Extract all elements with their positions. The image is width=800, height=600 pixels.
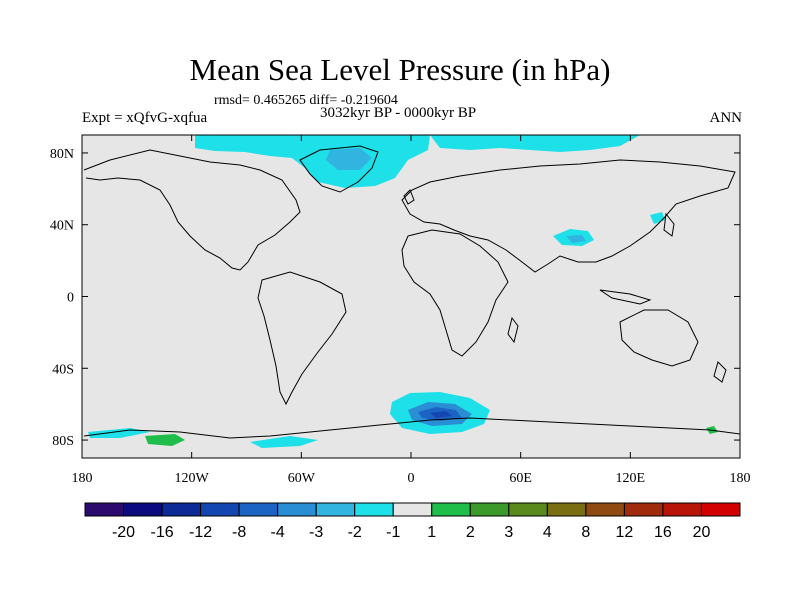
coast-new-zealand xyxy=(713,361,727,383)
colorbar-swatch xyxy=(277,502,317,517)
colorbar-swatch xyxy=(84,502,125,517)
colorbar-label: -2 xyxy=(348,524,362,541)
y-tick-label: 80N xyxy=(50,147,74,162)
y-tick-label: 0 xyxy=(67,291,74,306)
y-axis: 80N 40N 0 40S 80S xyxy=(50,147,740,449)
colorbar-swatch xyxy=(392,502,433,517)
x-tick-label: 120W xyxy=(175,471,210,486)
colorbar-label: -12 xyxy=(189,524,212,541)
x-tick-label: 120E xyxy=(616,471,646,486)
chart-period: 3032kyr BP - 0000kyr BP xyxy=(320,105,477,121)
coast-indonesia xyxy=(599,289,652,305)
colorbar-label: -4 xyxy=(271,524,285,541)
y-tick-label: 80S xyxy=(52,434,74,449)
anomaly-arctic-greenland xyxy=(195,135,430,188)
anomaly-antarctic-positive xyxy=(145,434,185,446)
coast-africa xyxy=(401,229,509,357)
colorbar-swatch xyxy=(161,502,202,517)
season-label: ANN xyxy=(709,110,743,126)
colorbar-swatch xyxy=(238,502,279,517)
colorbar-label: 1 xyxy=(427,524,436,541)
coast-europe-asia xyxy=(401,159,736,273)
anomaly-antarctic-west xyxy=(250,436,318,448)
colorbar-swatch xyxy=(508,502,548,517)
coast-japan xyxy=(663,212,675,237)
colorbar-swatch xyxy=(469,502,510,517)
coast-greenland xyxy=(299,145,379,193)
anomaly-southern-ocean-core xyxy=(430,411,452,418)
colorbar-swatch xyxy=(700,502,741,517)
colorbar-swatch xyxy=(315,502,356,517)
colorbar-swatch xyxy=(200,502,240,517)
coast-north-america xyxy=(83,149,301,271)
x-tick-label: 60E xyxy=(509,471,532,486)
anomaly-fields xyxy=(88,135,718,448)
colorbar-label: 2 xyxy=(466,524,475,541)
colorbar-label: -20 xyxy=(112,524,135,541)
chart-title: Mean Sea Level Pressure (in hPa) xyxy=(189,52,611,87)
anomaly-arctic-siberia xyxy=(430,135,640,152)
chart-stats: rmsd= 0.465265 diff= -0.219604 xyxy=(214,93,398,108)
colorbar-swatch xyxy=(123,502,163,517)
coast-australia xyxy=(619,309,699,367)
x-tick-label: 0 xyxy=(408,471,415,486)
colorbar-label: -16 xyxy=(150,524,173,541)
coast-uk xyxy=(403,189,415,205)
colorbar-swatch xyxy=(623,502,664,517)
colorbar-label: 20 xyxy=(693,524,711,541)
colorbar-label: -8 xyxy=(232,524,246,541)
colorbar-label: 3 xyxy=(504,524,513,541)
colorbar-swatch xyxy=(354,502,394,517)
colorbar-label: 12 xyxy=(616,524,634,541)
y-tick-label: 40S xyxy=(52,362,74,377)
colorbar-label: 16 xyxy=(654,524,672,541)
y-tick-label: 40N xyxy=(50,219,74,234)
experiment-label: Expt = xQfvG-xqfua xyxy=(82,110,208,126)
colorbar: -20 -16 -12 -8 -4 -3 -2 -1 1 2 3 4 8 12 16 20 xyxy=(84,502,741,541)
x-tick-label: 180 xyxy=(730,471,751,486)
colorbar-swatch xyxy=(431,502,471,517)
coastlines xyxy=(83,145,741,439)
colorbar-swatch xyxy=(662,502,702,517)
colorbar-label: -1 xyxy=(386,524,400,541)
x-tick-label: 180 xyxy=(72,471,93,486)
coast-antarctica xyxy=(83,417,741,439)
colorbar-label: -3 xyxy=(309,524,323,541)
colorbar-swatch xyxy=(585,502,625,517)
colorbar-label: 4 xyxy=(543,524,552,541)
anomaly-arctic-patch xyxy=(326,148,372,170)
colorbar-label: 8 xyxy=(581,524,590,541)
coast-madagascar xyxy=(507,316,519,344)
anomaly-tibet-core xyxy=(566,235,586,243)
x-tick-label: 60W xyxy=(288,471,316,486)
coast-south-america xyxy=(257,271,347,406)
colorbar-swatch xyxy=(546,502,587,517)
x-axis: 180 120W 60W 0 60E 120E 180 xyxy=(72,135,751,486)
